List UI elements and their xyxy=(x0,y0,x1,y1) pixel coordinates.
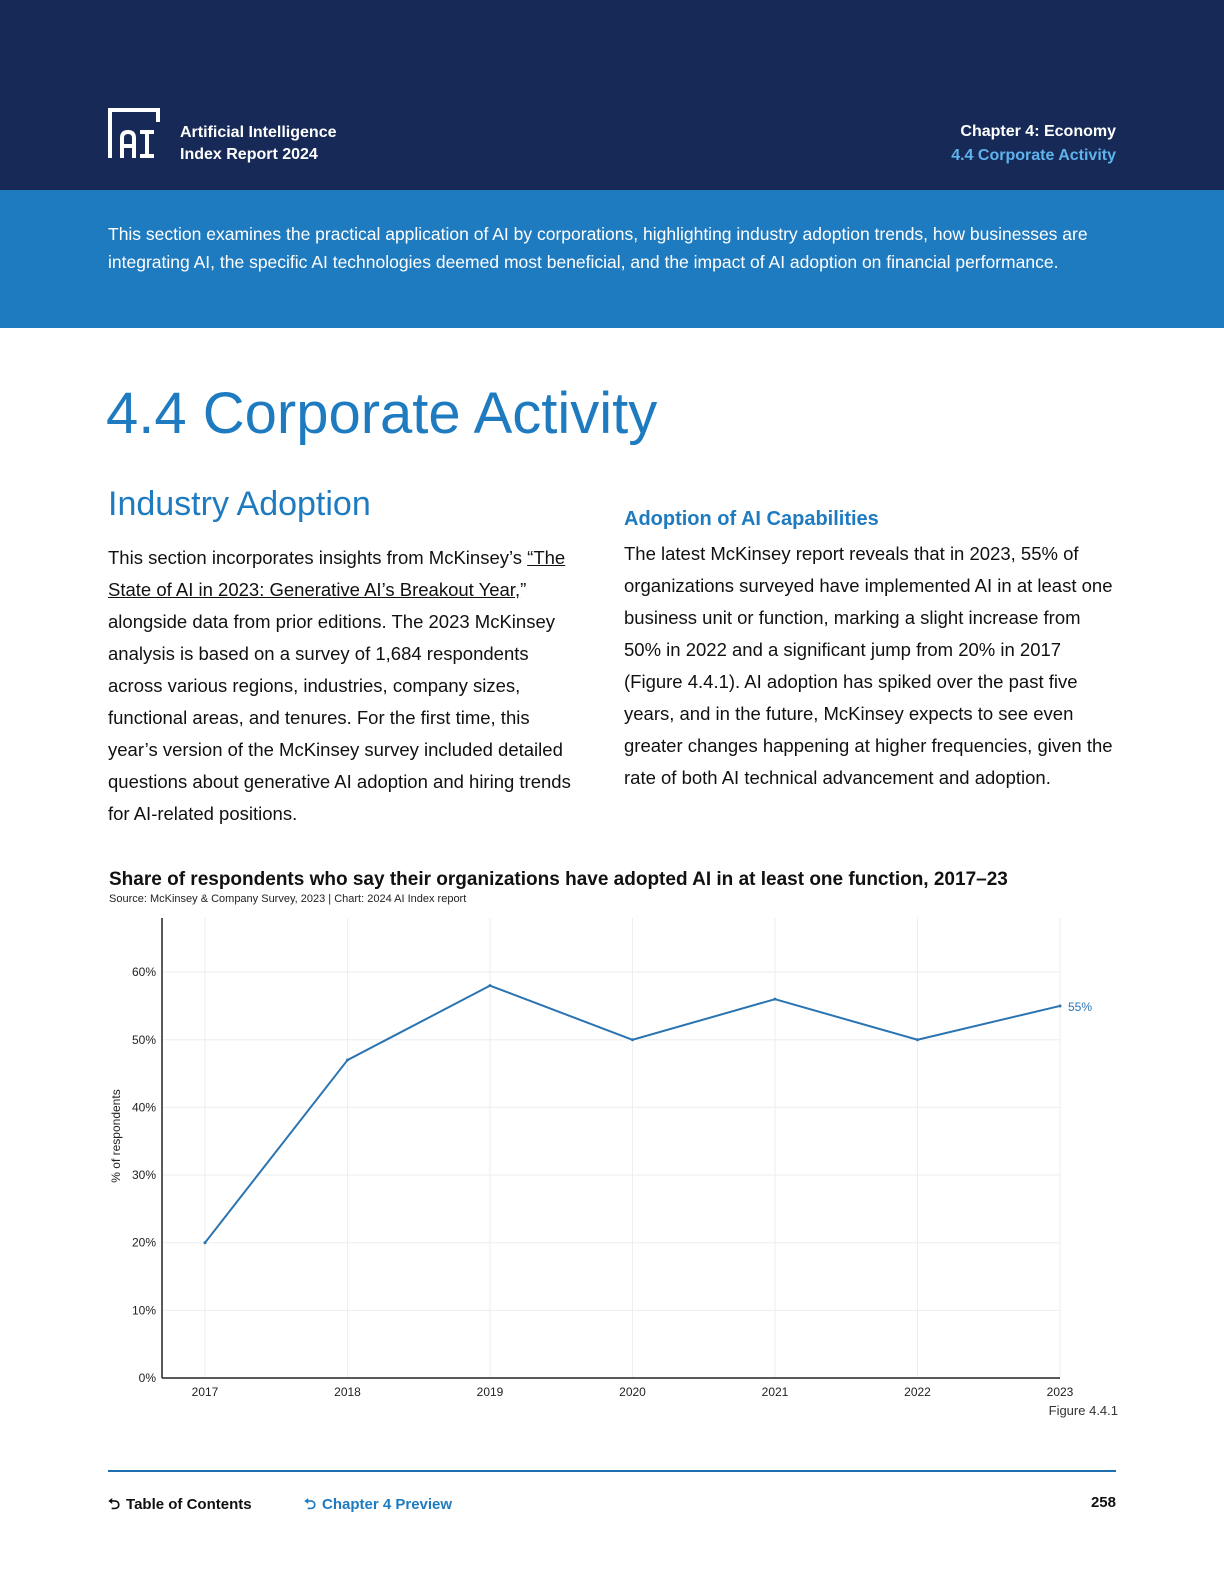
data-point xyxy=(203,1241,207,1245)
chart-source: Source: McKinsey & Company Survey, 2023 … xyxy=(109,893,467,905)
intro-band: This section examines the practical appl… xyxy=(0,190,1224,328)
data-point xyxy=(1058,1004,1062,1008)
brand-line-2: Index Report 2024 xyxy=(180,146,318,163)
x-tick-label: 2022 xyxy=(904,1385,931,1399)
page-number: 258 xyxy=(1090,1494,1116,1511)
return-arrow-icon: ⮌ xyxy=(304,1496,317,1513)
y-tick-label: 60% xyxy=(132,965,156,979)
data-point xyxy=(346,1058,349,1062)
data-point xyxy=(631,1038,634,1042)
report-header: Artificial Intelligence Index Report 202… xyxy=(0,0,1224,190)
adoption-series-line xyxy=(204,984,1061,1244)
chart-series: 55% xyxy=(203,984,1092,1245)
y-axis-label: % of respondents xyxy=(109,1089,123,1182)
left-paragraph: This section incorporates insights from … xyxy=(108,542,578,830)
footer-divider xyxy=(108,1470,1116,1472)
report-brand: Artificial Intelligence Index Report 202… xyxy=(180,122,336,166)
chapter-name: Chapter 4: Economy xyxy=(960,123,1116,140)
x-tick-label: 2017 xyxy=(192,1385,219,1399)
table-of-contents-link[interactable]: ⮌ Table of Contents xyxy=(108,1494,252,1519)
x-tick-label: 2020 xyxy=(619,1385,646,1399)
left-para-post: ” alongside data from prior editions. Th… xyxy=(108,579,571,824)
y-tick-label: 30% xyxy=(132,1168,156,1182)
chapter-preview-link[interactable]: ⮌ Chapter 4 Preview xyxy=(304,1494,452,1519)
chart-title: Share of respondents who say their organ… xyxy=(109,869,1008,890)
data-point xyxy=(773,997,777,1001)
data-point xyxy=(488,984,492,988)
return-arrow-icon: ⮌ xyxy=(108,1496,121,1513)
brand-line-1: Artificial Intelligence xyxy=(180,124,337,141)
y-tick-label: 20% xyxy=(132,1236,156,1250)
chart-grid xyxy=(162,918,1061,1378)
chart-ticks: 0% 10% 20% 30% 40% 50% 60% 2017 2018 2019 2020 2021… xyxy=(132,965,1074,1399)
x-tick-label: 2018 xyxy=(334,1385,361,1399)
data-point xyxy=(916,1038,919,1042)
adoption-heading: Adoption of AI Capabilities xyxy=(624,508,879,530)
page-title: 4.4 Corporate Activity xyxy=(106,381,658,446)
y-tick-label: 10% xyxy=(132,1303,156,1317)
chapter-heading: Chapter 4: Economy 4.4 Corporate Activit… xyxy=(951,120,1116,168)
y-tick-label: 40% xyxy=(132,1100,156,1114)
mckinsey-report-link[interactable]: “The State of AI in 2023: Generative AI’… xyxy=(108,547,566,600)
toc-label: Table of Contents xyxy=(126,1496,252,1513)
ai-index-logo-icon xyxy=(108,108,160,158)
section-name: 4.4 Corporate Activity xyxy=(951,147,1116,164)
intro-text: This section examines the practical appl… xyxy=(108,224,1088,272)
right-paragraph: The latest McKinsey report reveals that … xyxy=(624,543,1113,788)
x-tick-label: 2023 xyxy=(1047,1385,1074,1399)
x-tick-label: 2021 xyxy=(762,1385,789,1399)
end-value-label: 55% xyxy=(1068,1000,1092,1014)
chart-axes xyxy=(161,918,1060,1379)
left-para-pre: This section incorporates insights from … xyxy=(108,547,528,568)
chapter-preview-label: Chapter 4 Preview xyxy=(322,1496,453,1513)
y-tick-label: 50% xyxy=(132,1033,156,1047)
y-tick-label: 0% xyxy=(139,1371,157,1385)
x-tick-label: 2019 xyxy=(477,1385,504,1399)
subsection-title: Industry Adoption xyxy=(108,485,371,523)
figure-label: Figure 4.4.1 xyxy=(1048,1403,1118,1418)
